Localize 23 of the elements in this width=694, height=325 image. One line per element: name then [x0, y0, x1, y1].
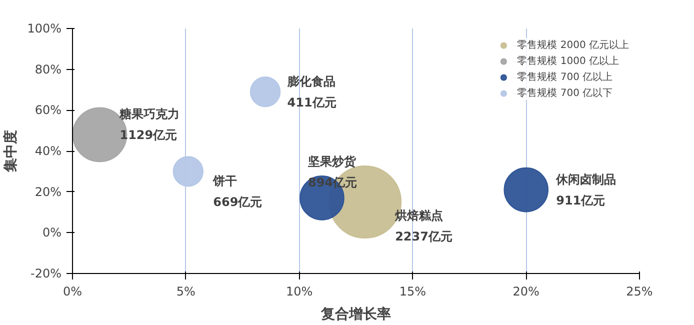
- y-tick-label: 100%: [27, 22, 62, 36]
- legend-label: 零售规模 700 亿以上: [517, 70, 613, 84]
- legend-label: 零售规模 2000 亿元以上: [517, 38, 629, 52]
- annotation: 休闲卤制品 911亿元: [555, 172, 616, 208]
- x-tick-label: 5%: [176, 284, 196, 298]
- annotation: 糖果巧克力 1129亿元: [118, 107, 180, 142]
- x-axis-title: 复合增长率: [320, 306, 391, 322]
- annotation: 膨化食品 411亿元: [286, 74, 336, 110]
- x-tick-label: 15%: [399, 284, 426, 298]
- y-tick-label: 0%: [42, 226, 62, 240]
- y-tick-label: 20%: [34, 184, 62, 199]
- y-tick-label: 80%: [34, 62, 62, 76]
- x-tick-label: 0%: [62, 284, 82, 298]
- legend-label: 零售规模 700 亿以下: [517, 86, 613, 100]
- x-tick-label: 20%: [512, 284, 540, 298]
- x-tick-label: 25%: [626, 284, 653, 298]
- annotation: 饼干 669亿元: [212, 174, 262, 209]
- legend-label: 零售规模 1000 亿以上: [517, 54, 619, 68]
- y-tick-label: -20%: [30, 266, 62, 280]
- y-tick-label: 40%: [34, 144, 62, 158]
- y-tick-label: 60%: [34, 103, 62, 118]
- x-tick-label: 10%: [286, 284, 313, 298]
- y-axis-title: 集中度: [2, 130, 20, 173]
